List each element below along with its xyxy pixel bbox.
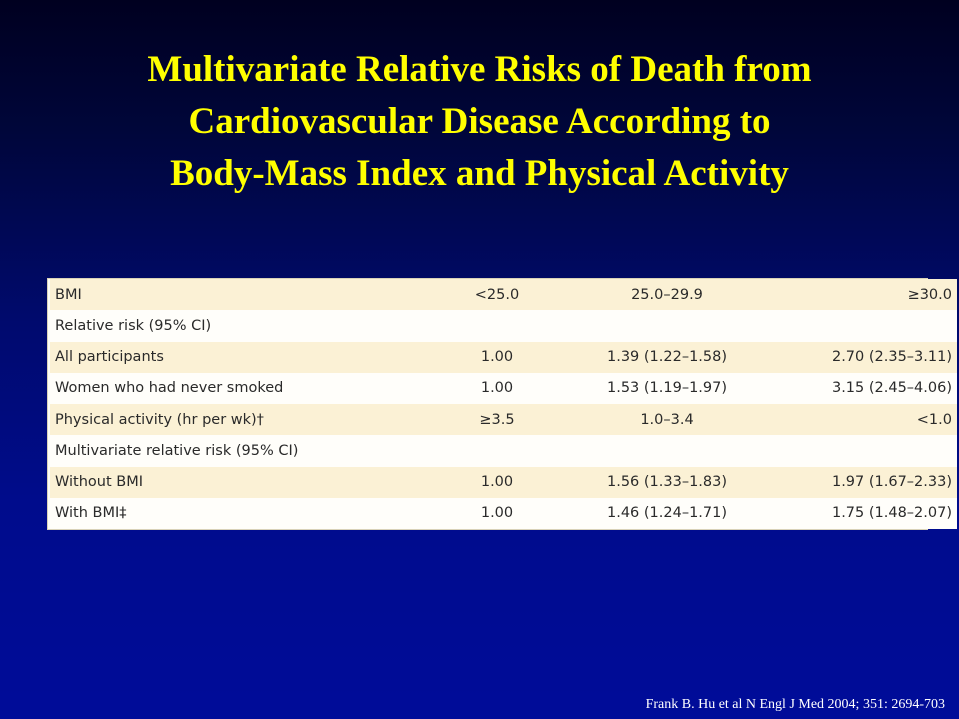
row-label: BMI: [50, 279, 422, 311]
cell-bmi-under-25: <25.0: [422, 279, 572, 311]
table-row: Women who had never smoked 1.00 1.53 (1.…: [50, 372, 957, 404]
table-cell: [762, 310, 957, 342]
row-label: With BMI‡: [50, 497, 422, 529]
table-cell: 1.00: [422, 466, 572, 498]
table-cell: 1.00: [422, 341, 572, 373]
row-label: Without BMI: [50, 466, 422, 498]
table-cell: 1.53 (1.19–1.97): [572, 372, 762, 404]
table-cell: [422, 310, 572, 342]
table-cell: 2.70 (2.35–3.11): [762, 341, 957, 373]
table-cell: 1.75 (1.48–2.07): [762, 497, 957, 529]
table-cell: ≥3.5: [422, 404, 572, 436]
table-cell: [572, 435, 762, 467]
title-line-1: Multivariate Relative Risks of Death fro…: [147, 49, 812, 90]
cell-bmi-30-plus: ≥30.0: [762, 279, 957, 311]
table-cell: 1.00: [422, 372, 572, 404]
table-row: With BMI‡ 1.00 1.46 (1.24–1.71) 1.75 (1.…: [50, 497, 957, 529]
risk-table-card: BMI <25.0 25.0–29.9 ≥30.0 Relative risk …: [47, 278, 957, 530]
table-cell: 1.56 (1.33–1.83): [572, 466, 762, 498]
table-section-row: Relative risk (95% CI): [50, 310, 957, 342]
table-cell: [572, 310, 762, 342]
table-row: All participants 1.00 1.39 (1.22–1.58) 2…: [50, 341, 957, 373]
row-label: Women who had never smoked: [50, 372, 422, 404]
table-cell: 1.00: [422, 497, 572, 529]
citation: Frank B. Hu et al N Engl J Med 2004; 351…: [645, 697, 945, 712]
risk-table: BMI <25.0 25.0–29.9 ≥30.0 Relative risk …: [50, 279, 957, 529]
table-cell: 1.46 (1.24–1.71): [572, 497, 762, 529]
table-cell: 3.15 (2.45–4.06): [762, 372, 957, 404]
table-header-row-bmi: BMI <25.0 25.0–29.9 ≥30.0: [50, 279, 957, 311]
table-header-row-activity: Physical activity (hr per wk)† ≥3.5 1.0–…: [50, 404, 957, 436]
table-cell: [762, 435, 957, 467]
cell-bmi-25-to-29: 25.0–29.9: [572, 279, 762, 311]
title-line-2: Cardiovascular Disease According to: [188, 101, 771, 142]
section-label: Relative risk (95% CI): [50, 310, 422, 342]
table-cell: <1.0: [762, 404, 957, 436]
row-label: All participants: [50, 341, 422, 373]
row-label: Physical activity (hr per wk)†: [50, 404, 422, 436]
table-cell: [422, 435, 572, 467]
table-cell: 1.0–3.4: [572, 404, 762, 436]
title-line-3: Body-Mass Index and Physical Activity: [170, 153, 789, 194]
table-cell: 1.97 (1.67–2.33): [762, 466, 957, 498]
table-cell: 1.39 (1.22–1.58): [572, 341, 762, 373]
section-label: Multivariate relative risk (95% CI): [50, 435, 422, 467]
slide-title: Multivariate Relative Risks of Death fro…: [0, 44, 959, 200]
table-row: Without BMI 1.00 1.56 (1.33–1.83) 1.97 (…: [50, 466, 957, 498]
table-section-row: Multivariate relative risk (95% CI): [50, 435, 957, 467]
